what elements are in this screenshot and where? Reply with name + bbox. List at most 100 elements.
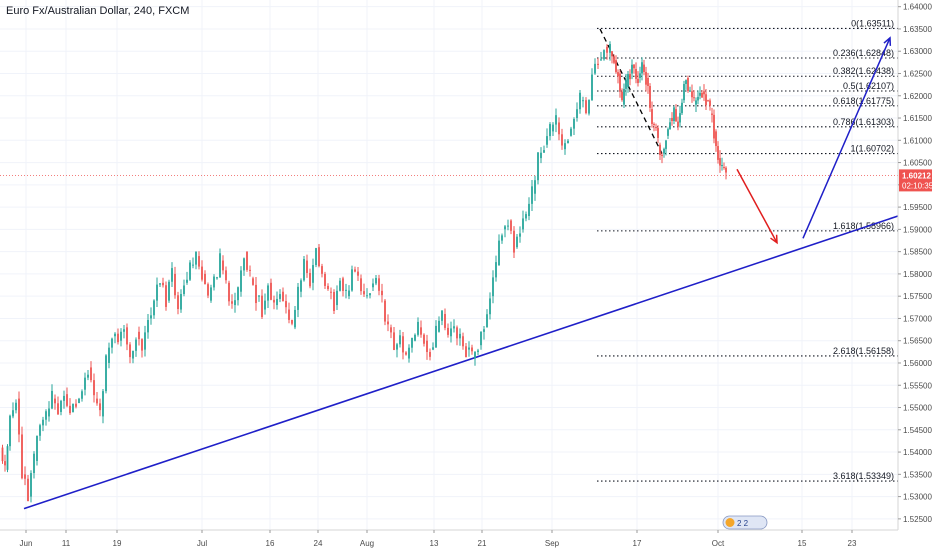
candle-body (669, 122, 671, 130)
candle-body (627, 74, 629, 87)
candle-body (234, 300, 236, 306)
candle-body (93, 380, 95, 396)
time-tick-label: 21 (478, 539, 487, 548)
candle-body (348, 290, 350, 297)
candle-body (390, 327, 392, 333)
candle-body (615, 60, 617, 73)
candle-body (255, 284, 257, 304)
candle-body (204, 273, 206, 285)
candle-body (683, 83, 685, 101)
candle-body (39, 425, 41, 436)
time-tick-label: 16 (266, 539, 275, 548)
candle-body (306, 260, 308, 273)
candle-body (423, 334, 425, 344)
candle-body (30, 473, 32, 497)
time-tick-label: Oct (712, 539, 725, 548)
event-flag-icon (725, 518, 735, 527)
candle-body (183, 285, 185, 295)
chart-title: Euro Fx/Australian Dollar, 240, FXCM (6, 5, 190, 17)
price-tick-label: 1.55000 (903, 404, 932, 413)
candle-body (96, 398, 98, 404)
candle-body (606, 46, 608, 53)
candle-body (651, 109, 653, 124)
candle-body (87, 374, 89, 378)
candle-body (661, 154, 663, 156)
candle-body (549, 124, 551, 137)
blue-up-arrow (802, 37, 891, 239)
candle-body (725, 167, 727, 173)
candle-body (207, 284, 209, 296)
candle-body (663, 148, 665, 154)
candle-body (69, 405, 71, 414)
candle-body (159, 283, 161, 285)
candle-body (679, 113, 681, 123)
candle-body (657, 128, 659, 138)
candle-body (180, 294, 182, 310)
candle-body (623, 88, 625, 105)
candle-body (303, 259, 305, 281)
candle-body (603, 50, 605, 60)
candle-body (336, 290, 338, 306)
candle-body (573, 118, 575, 129)
candle-body (675, 109, 677, 122)
candle-body (81, 391, 83, 399)
candle-body (426, 340, 428, 352)
candle-body (282, 291, 284, 302)
candle-body (141, 339, 143, 351)
candle-body (252, 278, 254, 285)
candle-body (48, 408, 50, 417)
candle-body (462, 336, 464, 347)
candle-body (617, 72, 619, 77)
candle-body (381, 290, 383, 296)
candle-body (360, 278, 362, 292)
candle-body (667, 129, 669, 136)
price-tick-label: 1.53000 (903, 493, 932, 502)
candle-body (713, 114, 715, 139)
candle-body (135, 339, 137, 351)
candle-body (144, 332, 146, 350)
price-tick-label: 1.54000 (903, 448, 932, 457)
candle-body (372, 283, 374, 288)
price-tick-label: 1.59500 (903, 203, 932, 212)
price-axis (898, 0, 932, 550)
candle-body (225, 270, 227, 281)
candle-body (647, 77, 649, 86)
red-down-arrow (736, 168, 778, 244)
candle-body (237, 287, 239, 301)
candle-body (468, 347, 470, 350)
candle-body (1, 447, 4, 462)
candle-body (537, 152, 539, 181)
candle-body (102, 391, 104, 417)
candle-body (701, 92, 703, 98)
candle-body (432, 347, 434, 350)
candle-body (219, 253, 221, 278)
candle-body (567, 140, 569, 144)
candle-body (147, 319, 149, 333)
candle-body (63, 395, 65, 401)
candle-body (330, 291, 332, 293)
candle-body (715, 131, 717, 147)
candle-body (591, 74, 593, 100)
candle-body (132, 350, 134, 359)
candle-body (246, 251, 248, 270)
candle-body (477, 350, 479, 353)
candle-body (351, 269, 353, 291)
candle-body (384, 300, 386, 322)
candle-body (126, 327, 128, 345)
time-tick-label: 13 (430, 539, 439, 548)
candle-body (444, 313, 446, 328)
time-tick-label: Jun (20, 539, 33, 548)
event-marker-icon[interactable]: 2 2 (722, 515, 768, 530)
candle-body (21, 434, 23, 479)
candle-body (108, 347, 110, 363)
candle-body (18, 398, 20, 435)
candle-body (693, 97, 695, 99)
fib-retracement-tool[interactable]: 0(1.63511) 0.236(1.62848) 0.382(1.62438) 0.… (597, 18, 898, 482)
candle-body (558, 122, 560, 135)
candle-body (186, 279, 188, 283)
candle-body (354, 269, 356, 272)
candle-body (297, 286, 299, 310)
candle-body (402, 336, 404, 353)
